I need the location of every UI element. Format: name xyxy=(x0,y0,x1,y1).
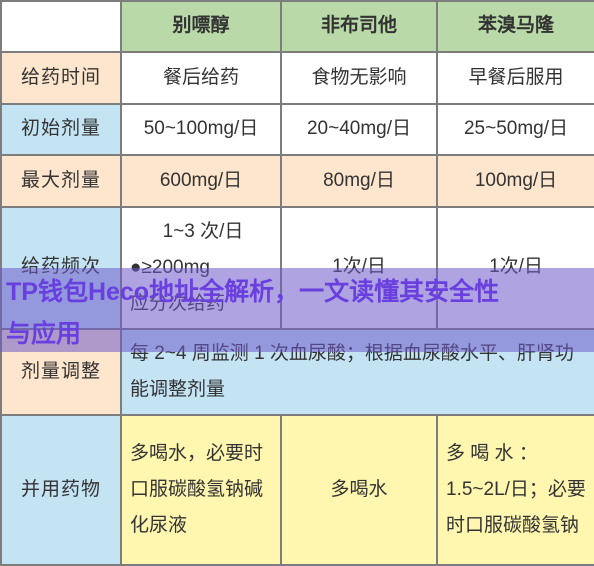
freq-line-2: ●≥200mg xyxy=(130,250,276,286)
header-drug-1: 别嘌醇 xyxy=(121,1,281,52)
header-empty xyxy=(1,1,121,52)
row-label-max: 最大剂量 xyxy=(1,155,121,206)
freq-line-1: 1~3 次/日 xyxy=(130,214,276,250)
row-concomitant: 并用药物 多喝水，必要时口服碳酸氢钠碱化尿液 多喝水 多 喝 水 ：1.5~2L… xyxy=(1,415,594,565)
cell-concomitant-2: 多喝水 xyxy=(281,415,437,565)
cell-max-2: 80mg/日 xyxy=(281,155,437,206)
cell-timing-1: 餐后给药 xyxy=(121,52,281,103)
row-label-adjust: 剂量调整 xyxy=(1,329,121,415)
row-timing: 给药时间 餐后给药 食物无影响 早餐后服用 xyxy=(1,52,594,103)
row-dose-adjust: 剂量调整 每 2~4 周监测 1 次血尿酸；根据血尿酸水平、肝肾功能调整剂量 xyxy=(1,329,594,415)
header-drug-2: 非布司他 xyxy=(281,1,437,52)
cell-initial-1: 50~100mg/日 xyxy=(121,104,281,155)
cell-adjust-merged: 每 2~4 周监测 1 次血尿酸；根据血尿酸水平、肝肾功能调整剂量 xyxy=(121,329,594,415)
cell-concomitant-1: 多喝水，必要时口服碳酸氢钠碱化尿液 xyxy=(121,415,281,565)
row-label-frequency: 给药频次 xyxy=(1,207,121,329)
cell-frequency-3: 1次/日 xyxy=(437,207,594,329)
row-label-concomitant: 并用药物 xyxy=(1,415,121,565)
row-max-dose: 最大剂量 600mg/日 80mg/日 100mg/日 xyxy=(1,155,594,206)
cell-max-3: 100mg/日 xyxy=(437,155,594,206)
cell-initial-2: 20~40mg/日 xyxy=(281,104,437,155)
cell-timing-3: 早餐后服用 xyxy=(437,52,594,103)
cell-initial-3: 25~50mg/日 xyxy=(437,104,594,155)
cell-frequency-2: 1次/日 xyxy=(281,207,437,329)
medication-table-container: 别嘌醇 非布司他 苯溴马隆 给药时间 餐后给药 食物无影响 早餐后服用 初始剂量… xyxy=(0,0,594,566)
cell-max-1: 600mg/日 xyxy=(121,155,281,206)
medication-table: 别嘌醇 非布司他 苯溴马隆 给药时间 餐后给药 食物无影响 早餐后服用 初始剂量… xyxy=(0,0,594,566)
header-drug-3: 苯溴马隆 xyxy=(437,1,594,52)
row-label-initial: 初始剂量 xyxy=(1,104,121,155)
row-initial-dose: 初始剂量 50~100mg/日 20~40mg/日 25~50mg/日 xyxy=(1,104,594,155)
row-frequency: 给药频次 1~3 次/日 ●≥200mg 应分次给药 1次/日 1次/日 xyxy=(1,207,594,329)
freq-line-3: 应分次给药 xyxy=(130,286,276,322)
row-label-timing: 给药时间 xyxy=(1,52,121,103)
cell-frequency-1: 1~3 次/日 ●≥200mg 应分次给药 xyxy=(121,207,281,329)
cell-concomitant-3: 多 喝 水 ：1.5~2L/日；必要时口服碳酸氢钠 xyxy=(437,415,594,565)
header-row: 别嘌醇 非布司他 苯溴马隆 xyxy=(1,1,594,52)
cell-timing-2: 食物无影响 xyxy=(281,52,437,103)
